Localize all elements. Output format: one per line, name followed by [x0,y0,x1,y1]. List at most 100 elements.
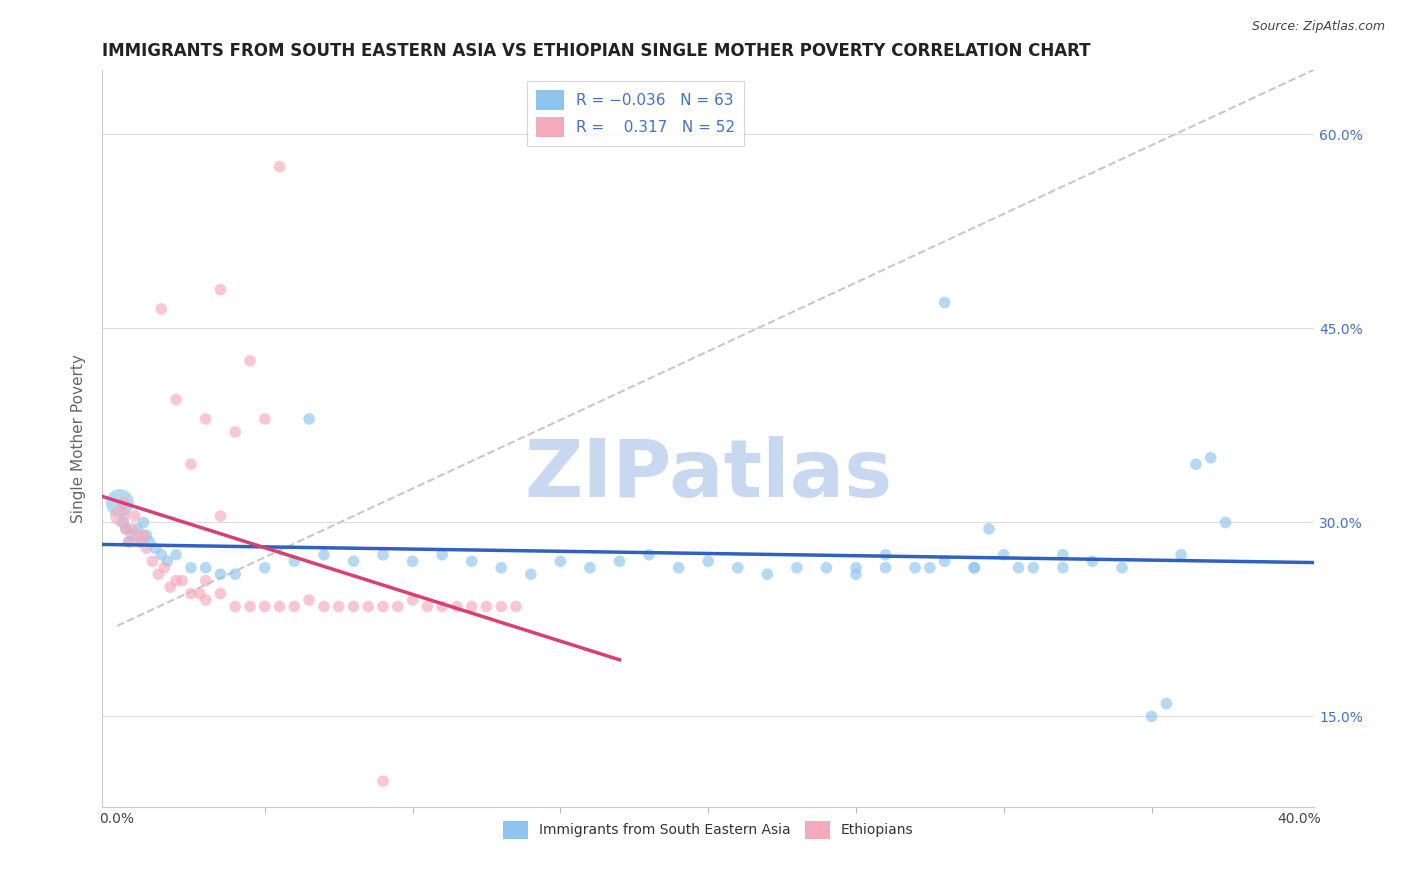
Point [342,554,364,568]
Point [129,534,152,549]
Point [638,548,661,562]
Point [209,283,232,297]
Point [180,586,202,600]
Point [194,412,217,426]
Point [253,599,276,614]
Point [170,574,193,588]
Point [491,560,513,574]
Point [977,522,1000,536]
Point [159,580,181,594]
Point [401,593,423,607]
Text: Source: ZipAtlas.com: Source: ZipAtlas.com [1251,20,1385,33]
Point [135,528,157,542]
Point [224,599,246,614]
Point [875,560,897,574]
Point [135,541,157,556]
Point [253,560,276,574]
Point [416,599,439,614]
Point [127,522,149,536]
Point [460,554,482,568]
Point [239,599,262,614]
Text: IMMIGRANTS FROM SOUTH EASTERN ASIA VS ETHIOPIAN SINGLE MOTHER POVERTY CORRELATIO: IMMIGRANTS FROM SOUTH EASTERN ASIA VS ET… [103,42,1091,60]
Point [118,534,141,549]
Point [145,541,167,556]
Point [609,554,631,568]
Point [904,560,927,574]
Point [194,574,217,588]
Point [357,599,380,614]
Point [194,560,217,574]
Point [1185,457,1208,471]
Point [148,567,170,582]
Point [550,554,572,568]
Point [875,548,897,562]
Point [209,567,232,582]
Point [520,567,543,582]
Point [1052,560,1074,574]
Point [1140,709,1163,723]
Point [387,599,409,614]
Point [963,560,986,574]
Point [505,599,527,614]
Point [1007,560,1029,574]
Point [132,528,155,542]
Point [401,554,423,568]
Point [165,574,187,588]
Point [491,599,513,614]
Point [269,160,291,174]
Point [153,560,176,574]
Point [475,599,498,614]
Point [209,586,232,600]
Point [239,353,262,368]
Point [371,774,394,789]
Point [371,599,394,614]
Point [127,528,149,542]
Point [253,412,276,426]
Point [111,516,134,530]
Point [121,528,143,542]
Point [165,392,187,407]
Point [141,554,163,568]
Point [224,425,246,439]
Point [371,548,394,562]
Point [430,599,453,614]
Point [150,301,173,316]
Point [108,508,131,523]
Point [1170,548,1192,562]
Point [269,599,291,614]
Point [115,522,138,536]
Point [138,534,160,549]
Point [283,599,305,614]
Point [312,599,335,614]
Point [963,560,986,574]
Point [845,567,868,582]
Point [934,295,956,310]
Point [156,554,179,568]
Point [579,560,602,574]
Point [108,496,131,510]
Point [668,560,690,574]
Point [121,522,143,536]
Point [118,534,141,549]
Point [283,554,305,568]
Point [312,548,335,562]
Point [993,548,1015,562]
Point [342,599,364,614]
Point [124,508,146,523]
Point [815,560,838,574]
Point [111,496,134,510]
Point [727,560,749,574]
Point [934,554,956,568]
Point [697,554,720,568]
Point [1215,516,1237,530]
Point [129,534,152,549]
Point [194,593,217,607]
Point [180,457,202,471]
Point [1199,450,1222,465]
Point [446,599,468,614]
Point [298,593,321,607]
Point [209,508,232,523]
Point [756,567,779,582]
Point [460,599,482,614]
Legend: Immigrants from South Eastern Asia, Ethiopians: Immigrants from South Eastern Asia, Ethi… [498,815,920,845]
